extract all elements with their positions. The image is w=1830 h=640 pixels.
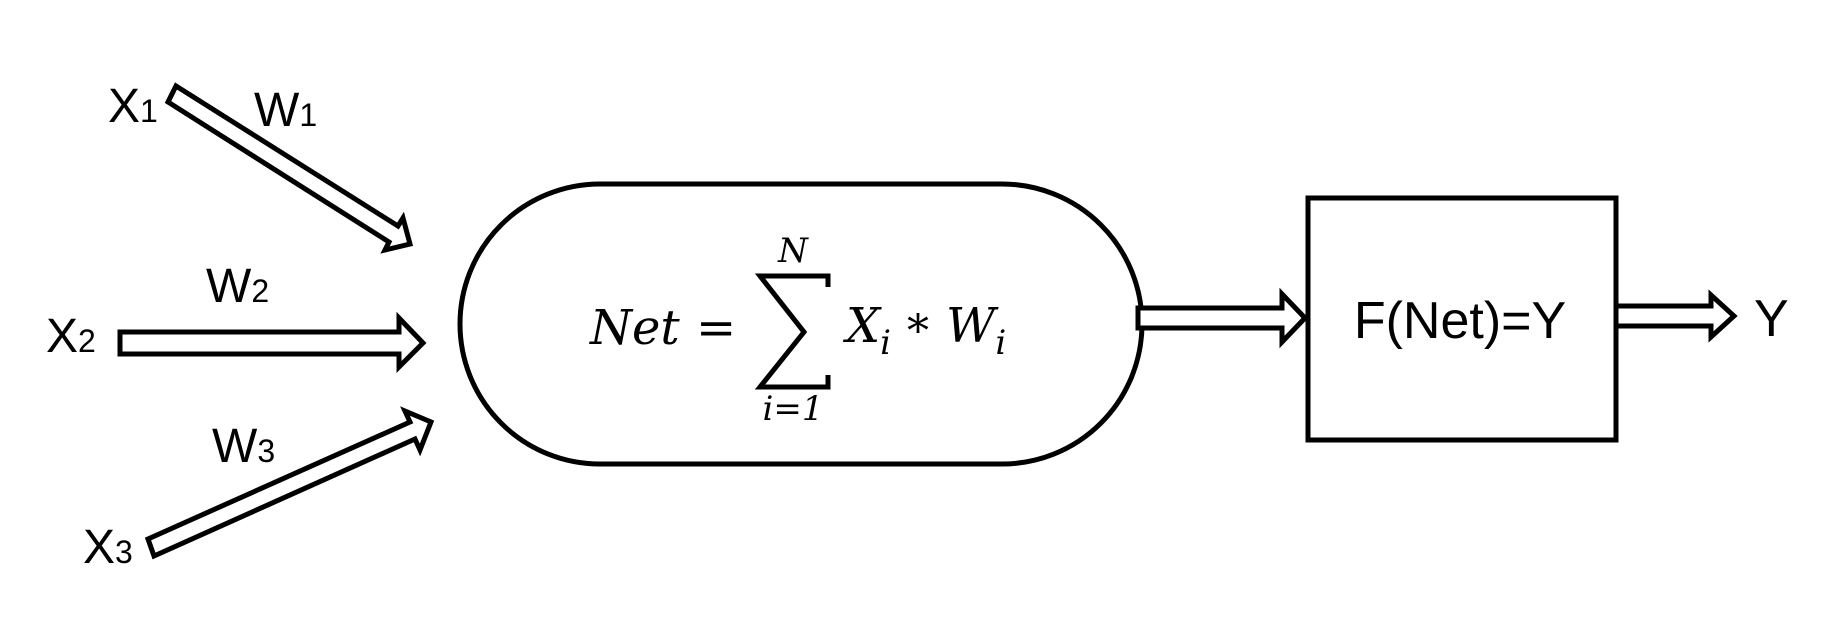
input-arrow-1 bbox=[164, 82, 414, 254]
input-arrow-2 bbox=[117, 311, 427, 374]
formula-upper-limit: N bbox=[777, 231, 809, 271]
weight-label-w1: W1 bbox=[254, 84, 317, 137]
output-label: Y bbox=[1754, 290, 1789, 348]
sigma-symbol bbox=[754, 273, 831, 390]
input-arrow-3 bbox=[144, 406, 435, 560]
input-label-x3: X3 bbox=[83, 521, 133, 574]
weight-label-w3: W3 bbox=[212, 420, 275, 473]
output-arrow bbox=[1613, 289, 1738, 343]
formula-lower-limit: i=1 bbox=[763, 389, 824, 429]
input-label-x1: X1 bbox=[108, 80, 158, 133]
formula-lhs: Net bbox=[589, 300, 680, 356]
formula-operator: * bbox=[907, 306, 929, 357]
input-label-x2: X2 bbox=[46, 310, 96, 363]
activation-label: F(Net)=Y bbox=[1354, 292, 1566, 350]
formula-term-x: Xi bbox=[842, 298, 891, 363]
activation-box bbox=[1305, 195, 1619, 443]
net-to-activation-arrow bbox=[1135, 287, 1309, 349]
formula-term-w: Wi bbox=[946, 298, 1006, 363]
formula-equals: = bbox=[696, 300, 736, 356]
weight-label-w2: W2 bbox=[206, 260, 269, 313]
